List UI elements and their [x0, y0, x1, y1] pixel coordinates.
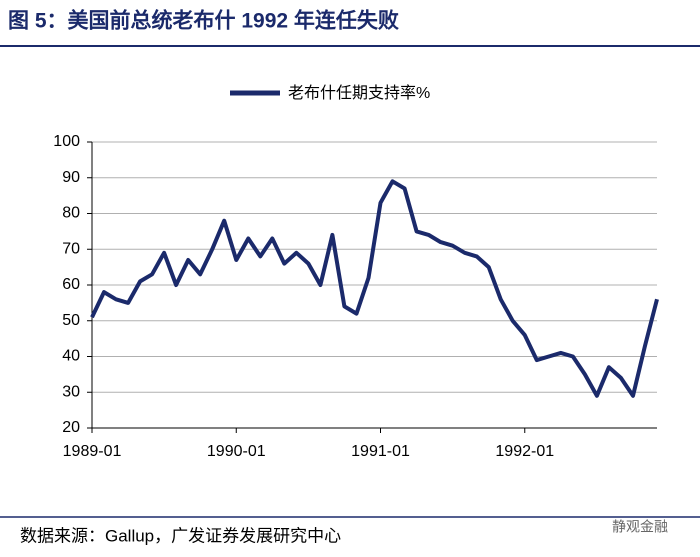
x-tick-label: 1989-01 — [63, 443, 122, 460]
y-tick-label: 50 — [62, 312, 80, 329]
x-tick-label: 1992-01 — [495, 443, 554, 460]
watermark: 静观金融 — [612, 519, 668, 535]
y-tick-label: 80 — [62, 205, 80, 222]
chart-title: 图 5：美国前总统老布什 1992 年连任失败 — [8, 9, 399, 33]
y-tick-label: 70 — [62, 240, 80, 257]
source: 数据来源：Gallup，广发证券发展研究中心 — [20, 526, 341, 545]
y-tick-label: 20 — [62, 419, 80, 436]
y-tick-label: 60 — [62, 276, 80, 293]
line-series — [90, 179, 659, 398]
x-tick-label: 1991-01 — [351, 443, 410, 460]
y-tick-label: 30 — [62, 383, 80, 400]
x-tick-label: 1990-01 — [207, 443, 266, 460]
y-tick-label: 90 — [62, 169, 80, 186]
y-tick-label: 100 — [53, 133, 80, 150]
y-tick-label: 40 — [62, 348, 80, 365]
legend-label: 老布什任期支持率% — [288, 84, 430, 102]
